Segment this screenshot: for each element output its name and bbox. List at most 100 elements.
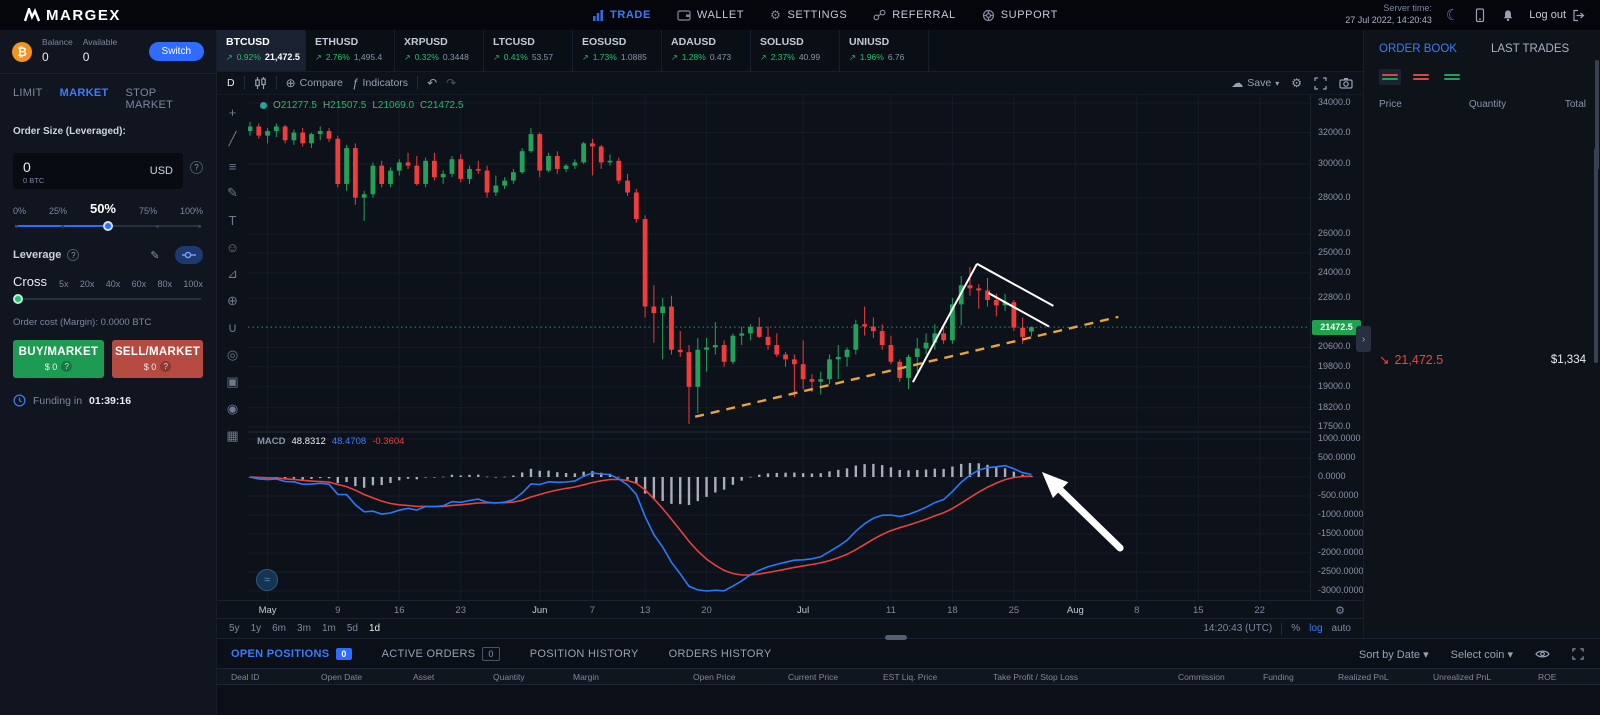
order-size-help-icon[interactable]: ? bbox=[190, 160, 203, 174]
tab-open-positions[interactable]: OPEN POSITIONS 0 bbox=[231, 648, 352, 660]
remove-drawings-icon[interactable]: ▦ bbox=[226, 428, 239, 443]
measure-icon[interactable]: ⊿ bbox=[227, 266, 238, 281]
brand-logo[interactable]: MARGEX bbox=[24, 7, 121, 24]
buy-market-button[interactable]: BUY/MARKET $ 0? bbox=[13, 340, 104, 378]
timeframe-6m[interactable]: 6m bbox=[272, 623, 287, 634]
emoji-icon[interactable]: ☺ bbox=[225, 239, 240, 255]
lock-drawings-icon[interactable]: ▣ bbox=[226, 374, 239, 389]
margin-mode-label[interactable]: Cross bbox=[13, 274, 47, 289]
layout-bids-only-icon[interactable] bbox=[1441, 69, 1463, 85]
page-scrollbar[interactable] bbox=[1595, 60, 1599, 170]
tab-active-orders[interactable]: ACTIVE ORDERS 0 bbox=[382, 647, 500, 661]
tab-orders-history[interactable]: ORDERS HISTORY bbox=[668, 648, 772, 660]
horizontal-scrollbar[interactable] bbox=[885, 635, 907, 640]
nav-wallet[interactable]: WALLET bbox=[677, 9, 744, 21]
compare-button[interactable]: ⊕ Compare bbox=[285, 76, 343, 90]
size-percent-75%[interactable]: 75% bbox=[138, 206, 157, 216]
chart-settings-gear-icon[interactable]: ⚙ bbox=[1291, 76, 1302, 90]
theme-toggle-icon[interactable]: ☾ bbox=[1445, 7, 1460, 24]
leverage-edit-icon[interactable]: ✎ bbox=[150, 249, 160, 262]
indicators-button[interactable]: ƒ Indicators bbox=[351, 76, 409, 90]
leverage-slider-handle[interactable] bbox=[13, 294, 23, 304]
ticker-tab-xrpusd[interactable]: XRPUSD ↗ 0.32% 0.3448 bbox=[395, 30, 484, 71]
zoom-in-icon[interactable]: ⊕ bbox=[227, 293, 238, 308]
save-layout-button[interactable]: ☁ Save ▾ bbox=[1231, 76, 1280, 90]
redo-icon[interactable]: ↷ bbox=[446, 76, 457, 90]
percent-scale-button[interactable]: % bbox=[1291, 623, 1301, 634]
order-tab-limit[interactable]: LIMIT bbox=[13, 87, 43, 99]
nav-support[interactable]: SUPPORT bbox=[982, 9, 1058, 22]
timeframe-3m[interactable]: 3m bbox=[297, 623, 311, 634]
panel-collapse-chevron[interactable]: › bbox=[1356, 326, 1371, 352]
ticker-tab-uniusd[interactable]: UNIUSD ↗ 1.96% 6.76 bbox=[840, 30, 929, 71]
leverage-option-5x[interactable]: 5x bbox=[58, 279, 69, 289]
mobile-app-icon[interactable] bbox=[1473, 7, 1487, 23]
nav-referral[interactable]: REFERRAL bbox=[873, 9, 955, 21]
leverage-option-60x[interactable]: 60x bbox=[131, 279, 147, 289]
timeframe-1y[interactable]: 1y bbox=[250, 623, 262, 634]
time-axis-gear-icon[interactable]: ⚙ bbox=[1335, 605, 1345, 617]
undo-icon[interactable]: ↶ bbox=[427, 76, 438, 90]
candlestick-chart[interactable] bbox=[248, 95, 1310, 600]
expand-panel-icon[interactable] bbox=[1572, 648, 1584, 660]
notifications-bell-icon[interactable] bbox=[1501, 8, 1515, 23]
price-axis[interactable]: 34000.0 32000.0 30000.0 28000.0 26000.0 25000… bbox=[1310, 95, 1364, 600]
order-currency[interactable]: USD bbox=[149, 165, 173, 177]
ticker-tab-eosusd[interactable]: EOSUSD ↗ 1.73% 1.0885 bbox=[573, 30, 662, 71]
logout-button[interactable]: Log out bbox=[1529, 9, 1586, 22]
log-scale-button[interactable]: log bbox=[1309, 623, 1323, 634]
timeframe-1d[interactable]: 1d bbox=[368, 623, 381, 634]
available-value: 0 bbox=[82, 50, 90, 65]
size-percent-0%[interactable]: 0% bbox=[13, 206, 27, 216]
order-book-scrollbar[interactable] bbox=[1594, 148, 1598, 363]
eye-icon[interactable] bbox=[1535, 649, 1550, 659]
fib-retracement-icon[interactable]: ≡ bbox=[228, 158, 237, 174]
leverage-option-40x[interactable]: 40x bbox=[105, 279, 121, 289]
snapshot-camera-icon[interactable] bbox=[1339, 77, 1353, 89]
leverage-option-100x[interactable]: 100x bbox=[183, 279, 203, 289]
time-axis[interactable]: ⚙ May 9 16 23 Jun 7 13 20 Jul 11 18 25 Aug 8 15 22 bbox=[217, 600, 1363, 618]
fullscreen-icon[interactable] bbox=[1314, 76, 1327, 90]
size-slider-handle[interactable] bbox=[103, 221, 113, 231]
order-size-input[interactable]: 0 0 BTC USD bbox=[13, 153, 183, 189]
order-tab-market[interactable]: MARKET bbox=[59, 87, 109, 99]
layout-both-sides-icon[interactable] bbox=[1379, 69, 1401, 85]
ticker-tab-adausd[interactable]: ADAUSD ↗ 1.28% 0.473 bbox=[662, 30, 751, 71]
nav-settings[interactable]: ⚙ SETTINGS bbox=[770, 8, 847, 22]
sort-by-dropdown[interactable]: Sort by Date ▾ bbox=[1358, 648, 1429, 661]
leverage-help-icon[interactable]: ? bbox=[67, 249, 80, 261]
timeframe-1m[interactable]: 1m bbox=[321, 623, 336, 634]
interval-button[interactable]: D bbox=[227, 77, 235, 89]
brush-icon[interactable]: ✎ bbox=[227, 185, 238, 200]
trend-line-icon[interactable]: ╱ bbox=[228, 131, 237, 146]
ticker-tab-ltcusd[interactable]: LTCUSD ↗ 0.41% 53.57 bbox=[484, 30, 573, 71]
leverage-option-80x[interactable]: 80x bbox=[157, 279, 173, 289]
tab-order-book[interactable]: ORDER BOOK bbox=[1379, 43, 1457, 55]
candle-style-icon[interactable] bbox=[254, 76, 267, 90]
leverage-option-20x[interactable]: 20x bbox=[79, 279, 95, 289]
tab-position-history[interactable]: POSITION HISTORY bbox=[529, 648, 639, 660]
auto-scale-button[interactable]: auto bbox=[1331, 623, 1351, 634]
leverage-slider-toggle-icon[interactable] bbox=[175, 246, 203, 264]
ticker-tab-solusd[interactable]: SOLUSD ↗ 2.37% 40.99 bbox=[751, 30, 840, 71]
ticker-tab-ethusd[interactable]: ETHUSD ↗ 2.76% 1,495.4 bbox=[306, 30, 395, 71]
timeframe-5d[interactable]: 5d bbox=[346, 623, 358, 634]
text-tool-icon[interactable]: T bbox=[228, 212, 237, 228]
size-percent-100%[interactable]: 100% bbox=[179, 206, 203, 216]
size-percent-50%[interactable]: 50% bbox=[89, 201, 116, 216]
ticker-tab-btcusd[interactable]: BTCUSD ↗ 0.92% 21,472.5 bbox=[217, 30, 306, 71]
select-coin-dropdown[interactable]: Select coin ▾ bbox=[1450, 648, 1513, 661]
nav-trade[interactable]: TRADE bbox=[592, 9, 651, 21]
layout-asks-only-icon[interactable] bbox=[1410, 69, 1432, 85]
sell-market-button[interactable]: SELL/MARKET $ 0? bbox=[112, 340, 203, 378]
order-tab-stop-market[interactable]: STOP MARKET bbox=[125, 87, 174, 111]
size-percent-25%[interactable]: 25% bbox=[48, 206, 67, 216]
chart-canvas[interactable]: O21277.5 H21507.5 L21069.0 C21472.5 MACD… bbox=[248, 95, 1310, 600]
crosshair-icon[interactable]: + bbox=[228, 104, 237, 120]
tab-last-trades[interactable]: LAST TRADES bbox=[1490, 43, 1570, 55]
timeframe-5y[interactable]: 5y bbox=[229, 623, 240, 634]
magnet-icon[interactable]: ∪ bbox=[227, 320, 238, 335]
switch-button[interactable]: Switch bbox=[148, 42, 204, 61]
hide-drawings-icon[interactable]: ◉ bbox=[226, 401, 239, 416]
drawing-mode-icon[interactable]: ◎ bbox=[226, 347, 239, 362]
